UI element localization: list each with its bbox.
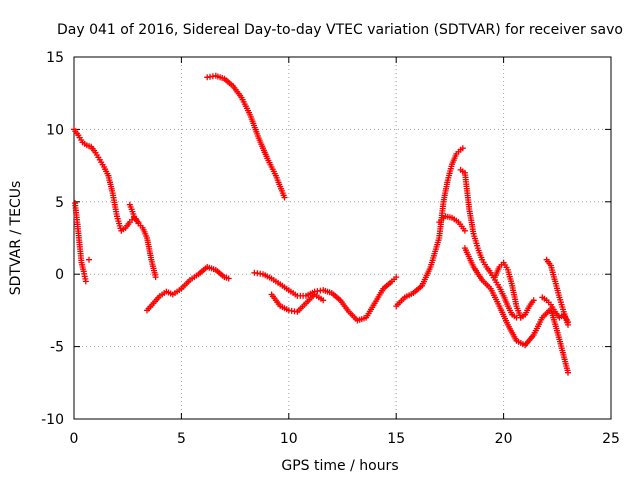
chart-title: Day 041 of 2016, Sidereal Day-to-day VTE… xyxy=(57,22,623,38)
data-point xyxy=(225,275,232,282)
data-point xyxy=(517,314,524,321)
y-tick-label: 10 xyxy=(46,122,64,138)
data-point xyxy=(152,274,159,281)
data-point xyxy=(393,274,400,281)
data-point xyxy=(565,321,571,328)
y-axis-label: SDTVAR / TECUs xyxy=(8,181,24,296)
x-tick-labels: 0 5 10 15 20 25 xyxy=(70,431,620,447)
x-tick-label: 25 xyxy=(602,431,620,447)
x-tick-label: 5 xyxy=(177,431,186,447)
x-tick-label: 10 xyxy=(280,431,298,447)
plot-frame xyxy=(73,56,612,420)
x-axis-label: GPS time / hours xyxy=(281,458,398,474)
data-point xyxy=(565,369,571,376)
axis-ticks xyxy=(73,56,612,420)
y-tick-label: 5 xyxy=(55,195,64,211)
y-tick-label: 15 xyxy=(46,50,64,66)
x-tick-label: 20 xyxy=(495,431,513,447)
x-tick-label: 15 xyxy=(387,431,405,447)
y-tick-labels: -10 -5 0 5 10 15 xyxy=(41,50,64,428)
data-point xyxy=(82,278,89,285)
data-point xyxy=(459,145,466,152)
data-point xyxy=(320,297,327,304)
data-point xyxy=(530,297,537,304)
grid-lines xyxy=(74,57,611,419)
data-points xyxy=(71,72,571,376)
data-point xyxy=(86,256,92,263)
data-point xyxy=(281,194,288,201)
y-tick-label: -10 xyxy=(41,412,64,428)
x-tick-label: 0 xyxy=(70,431,79,447)
y-tick-label: -5 xyxy=(50,340,64,356)
y-tick-label: 0 xyxy=(55,267,64,283)
data-point xyxy=(461,227,468,234)
